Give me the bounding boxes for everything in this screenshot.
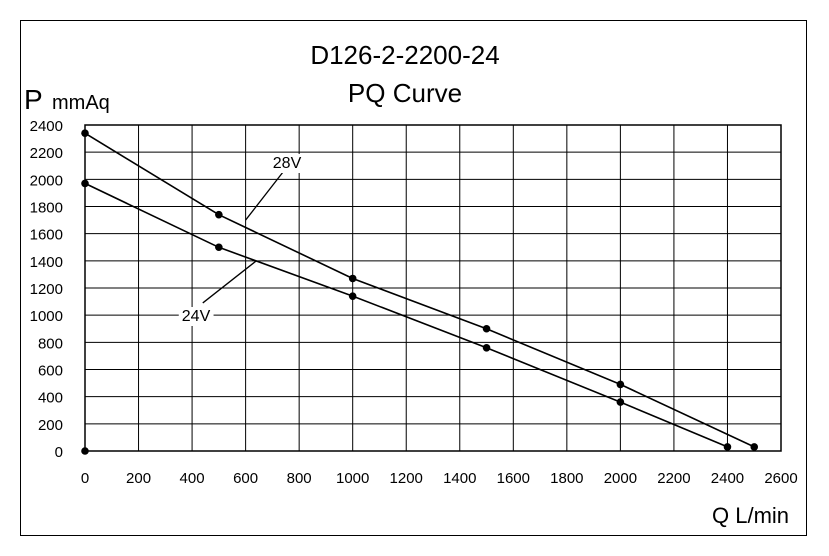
y-tick-label: 200 <box>38 417 63 434</box>
y-tick-label: 2000 <box>30 172 63 189</box>
data-point <box>723 443 732 451</box>
series-leader-line <box>245 168 287 221</box>
x-tick-label: 1000 <box>336 470 369 487</box>
x-tick-label: 1400 <box>443 470 476 487</box>
y-tick-label: 2200 <box>30 145 63 162</box>
x-tick-label: 2000 <box>604 470 637 487</box>
y-tick-label: 400 <box>38 390 63 407</box>
y-axis-symbol: P <box>24 84 43 115</box>
data-point <box>81 179 89 188</box>
chart-subtitle: PQ Curve <box>347 78 463 108</box>
y-tick-label: 1200 <box>30 281 63 298</box>
series-leader-line <box>202 260 257 304</box>
x-tick-label: 2200 <box>657 470 690 487</box>
y-axis-unit: mmAq <box>52 92 110 114</box>
x-tick-label: 1800 <box>550 470 583 487</box>
data-point <box>348 292 357 300</box>
x-tick-label: 2400 <box>711 470 744 487</box>
x-tick-label: 600 <box>233 470 258 487</box>
y-tick-label: 0 <box>55 444 63 461</box>
series-label: 24V <box>182 308 211 325</box>
x-tick-label: 200 <box>126 470 151 487</box>
series-label-background <box>269 154 305 173</box>
data-point <box>348 274 357 283</box>
y-tick-label: 1600 <box>30 227 63 244</box>
data-point <box>81 129 89 137</box>
x-tick-label: 1200 <box>390 470 423 487</box>
data-point <box>215 210 223 219</box>
y-tick-label: 1400 <box>30 254 63 271</box>
x-axis-label: Q L/min <box>712 503 790 528</box>
y-tick-label: 800 <box>38 335 63 352</box>
series-label: 28V <box>273 155 302 172</box>
x-tick-label: 400 <box>180 470 205 487</box>
data-point <box>616 380 625 389</box>
data-point <box>482 343 491 352</box>
data-point <box>215 243 223 252</box>
chart-title: D126-2-2200-24 <box>310 40 500 70</box>
series-line <box>84 132 755 448</box>
y-tick-label: 2400 <box>30 118 63 135</box>
data-point <box>81 447 89 455</box>
x-tick-label: 800 <box>287 470 312 487</box>
y-tick-label: 1000 <box>30 308 63 325</box>
plot-area-border <box>84 124 782 452</box>
data-point <box>750 443 759 451</box>
chart-frame <box>20 20 807 536</box>
x-tick-label: 2600 <box>764 470 797 487</box>
x-tick-label: 0 <box>81 470 89 487</box>
y-tick-label: 600 <box>38 363 63 380</box>
x-tick-label: 1600 <box>497 470 530 487</box>
series-label-background <box>178 307 214 326</box>
data-point <box>482 324 491 333</box>
series-line <box>84 182 728 448</box>
y-tick-label: 1800 <box>30 200 63 217</box>
data-point <box>616 398 625 406</box>
